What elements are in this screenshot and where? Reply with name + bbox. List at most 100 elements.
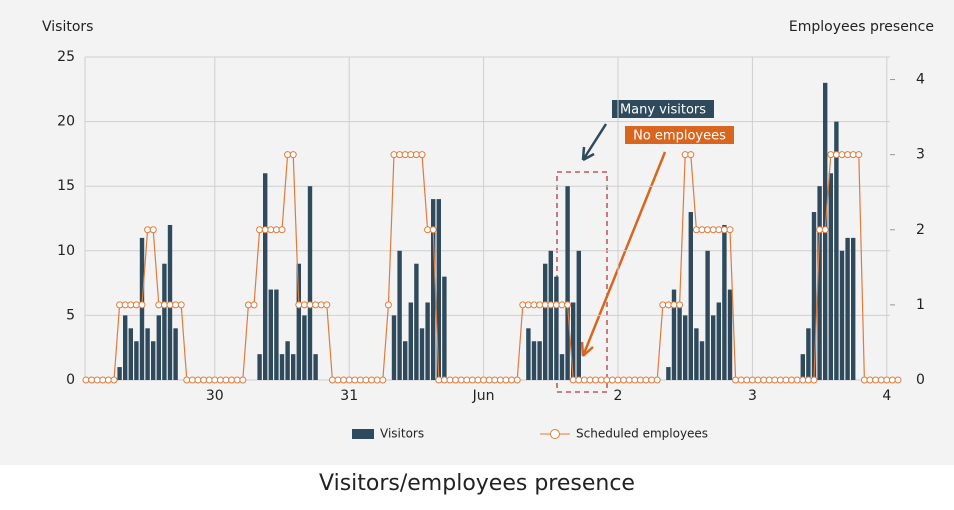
bar <box>162 263 167 380</box>
line-marker <box>715 226 723 234</box>
bar <box>683 315 688 380</box>
annotation-text: Many visitors <box>620 103 706 118</box>
bar <box>257 354 262 380</box>
line-marker <box>536 301 544 309</box>
line-marker <box>93 376 101 384</box>
bar <box>408 302 413 380</box>
line-marker <box>603 376 611 384</box>
line-marker <box>547 301 555 309</box>
line-marker <box>138 301 146 309</box>
bar <box>431 199 436 380</box>
line-marker <box>821 226 829 234</box>
annotation-box <box>625 126 734 144</box>
y2-tick-label: 0 <box>916 372 925 388</box>
line-marker <box>687 151 695 159</box>
line-marker <box>384 301 392 309</box>
y2-tick-label: 4 <box>916 72 925 88</box>
bar <box>671 289 677 380</box>
annotations: Many visitors No employees <box>580 100 734 357</box>
bar <box>156 315 161 380</box>
bar <box>811 212 817 380</box>
bar <box>722 224 727 380</box>
bar <box>291 354 296 380</box>
x-tick-label: 4 <box>882 388 891 404</box>
y-tick-label: 10 <box>57 243 75 259</box>
bar <box>537 341 542 380</box>
bar <box>263 173 268 380</box>
line-marker <box>564 301 572 309</box>
bar <box>425 302 430 380</box>
bar <box>688 212 693 380</box>
y-tick-label: 20 <box>57 114 75 130</box>
bar <box>403 341 408 380</box>
line-marker <box>289 151 297 159</box>
bar <box>128 328 133 380</box>
line-marker <box>513 376 521 384</box>
bar <box>313 354 318 380</box>
line-marker <box>872 376 880 384</box>
y2-tick-label: 1 <box>916 297 925 313</box>
bar <box>526 328 531 380</box>
line-marker <box>379 376 387 384</box>
line-marker <box>676 301 684 309</box>
line-marker <box>519 301 527 309</box>
y2-tick-label: 2 <box>916 222 925 238</box>
bar <box>705 250 710 380</box>
bar <box>554 276 559 380</box>
line-marker <box>799 376 807 384</box>
bar <box>828 173 833 380</box>
line-marker <box>704 226 712 234</box>
line-marker <box>844 151 852 159</box>
bar <box>296 263 301 380</box>
line-marker <box>771 376 779 384</box>
legend-label: Visitors <box>380 427 424 441</box>
bar <box>716 302 721 380</box>
bar <box>531 341 537 380</box>
bar <box>727 289 733 380</box>
line-marker <box>894 376 902 384</box>
bar <box>151 341 156 380</box>
line-marker <box>508 376 516 384</box>
y2-tick-label: 3 <box>916 147 925 163</box>
bar <box>694 328 699 380</box>
bar <box>139 237 145 380</box>
y-tick-label: 15 <box>57 178 75 194</box>
chart-background <box>0 0 954 465</box>
bar <box>571 302 576 380</box>
bar <box>834 121 839 380</box>
y-tick-label: 0 <box>66 372 75 388</box>
line-marker <box>659 301 667 309</box>
line-marker <box>760 376 768 384</box>
bar <box>677 302 682 380</box>
bar <box>559 354 565 380</box>
line-marker <box>110 376 118 384</box>
line-marker <box>816 226 824 234</box>
line-marker <box>631 376 639 384</box>
line-marker <box>726 226 734 234</box>
bar <box>711 315 716 380</box>
line-marker <box>855 151 863 159</box>
bar <box>145 328 150 380</box>
bar <box>699 341 705 380</box>
line-marker <box>418 151 426 159</box>
bar <box>565 186 570 380</box>
x-tick-label: 2 <box>614 388 623 404</box>
line-marker <box>810 376 818 384</box>
bar <box>274 289 279 380</box>
x-tick-label: 3 <box>748 388 757 404</box>
line-marker <box>788 376 796 384</box>
bar <box>666 367 671 380</box>
bar <box>117 367 122 380</box>
bar <box>134 341 139 380</box>
legend-swatch-marker <box>550 429 560 439</box>
line-marker <box>323 301 331 309</box>
legend-swatch <box>352 429 374 439</box>
bar <box>576 250 581 380</box>
bar <box>806 328 811 380</box>
bar <box>845 237 850 380</box>
y-tick-label: 25 <box>57 49 75 65</box>
line-marker <box>620 376 628 384</box>
line-marker <box>883 376 891 384</box>
line-marker <box>250 301 258 309</box>
